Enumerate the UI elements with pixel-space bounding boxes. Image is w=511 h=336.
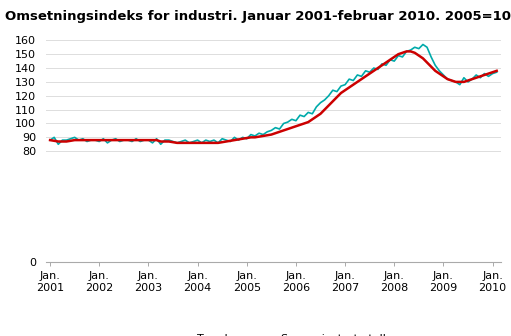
Trend [256,135,262,139]
Sesongjusterte tall [366,70,373,74]
Sesongjusterte tall [182,138,189,142]
Sesongjusterte tall [473,73,479,77]
Sesongjusterte tall [268,128,274,132]
Trend [174,141,180,145]
Trend [47,138,53,142]
Trend [490,70,496,74]
Line: Sesongjusterte tall: Sesongjusterte tall [50,44,497,144]
Trend [182,141,189,145]
Line: Trend: Trend [50,51,497,143]
Sesongjusterte tall [47,138,53,142]
Text: Omsetningsindeks for industri. Januar 2001-februar 2010. 2005=100: Omsetningsindeks for industri. Januar 20… [5,10,511,23]
Trend [268,132,274,136]
Sesongjusterte tall [490,72,496,76]
Trend [494,69,500,73]
Sesongjusterte tall [256,131,262,135]
Trend [366,72,373,76]
Trend [473,76,479,80]
Sesongjusterte tall [55,142,61,146]
Sesongjusterte tall [494,70,500,74]
Sesongjusterte tall [420,42,426,46]
Legend: Trend, Sesongjusterte tall: Trend, Sesongjusterte tall [156,330,390,336]
Trend [404,49,410,53]
